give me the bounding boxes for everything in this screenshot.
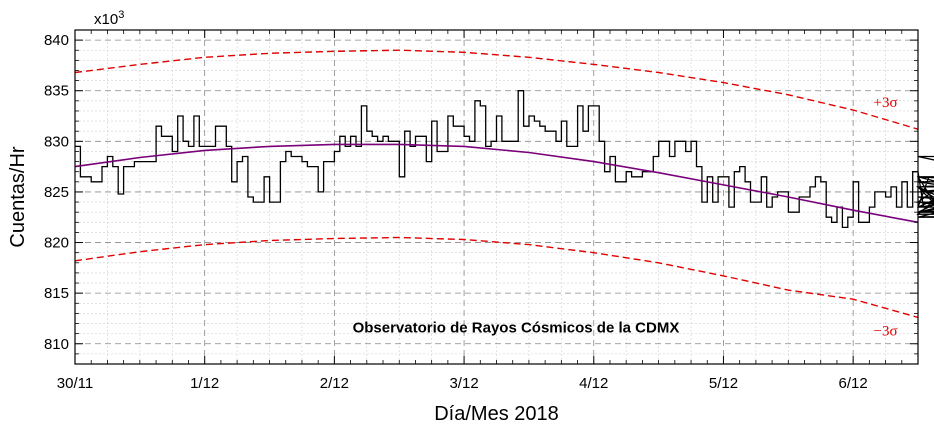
series-plus-3sigma-line <box>74 49 919 130</box>
x-tick-label: 1/12 <box>190 375 219 392</box>
series-layer <box>74 49 934 319</box>
y-multiplier-exponent: 3 <box>118 9 124 21</box>
plus-3sigma-label: +3σ <box>874 95 898 111</box>
x-tick-label: 30/11 <box>57 375 93 392</box>
plot-frame <box>74 29 919 365</box>
series-minus-3sigma-line <box>74 236 919 319</box>
minus-3sigma-label: −3σ <box>874 324 898 340</box>
y-tick-label: 825 <box>44 184 69 201</box>
series-counts-line <box>75 90 934 229</box>
y-tick-label: 830 <box>44 133 69 150</box>
x-tick-labels: 30/11 1/12 2/12 3/12 4/12 5/12 6/12 <box>57 375 868 392</box>
x-axis-label: Día/Mes 2018 <box>434 403 559 425</box>
x-tick-label: 3/12 <box>449 375 478 392</box>
y-tick-labels: 810 815 820 825 830 835 840 <box>44 32 69 353</box>
y-multiplier-label: x103 <box>94 9 124 28</box>
y-tick-label: 810 <box>44 336 69 353</box>
y-tick-label: 835 <box>44 83 69 100</box>
y-multiplier-base: x10 <box>94 11 118 28</box>
y-axis-label: Cuentas/Hr <box>7 146 29 247</box>
x-tick-label: 2/12 <box>320 375 349 392</box>
y-tick-label: 840 <box>44 32 69 49</box>
x-tick-label: 4/12 <box>579 375 608 392</box>
x-tick-label: 6/12 <box>839 375 868 392</box>
y-tick-label: 820 <box>44 235 69 252</box>
y-tick-label: 815 <box>44 285 69 302</box>
x-tick-label: 5/12 <box>709 375 738 392</box>
axis-ticks <box>74 29 919 365</box>
observatory-annotation: Observatorio de Rayos Cósmicos de la CDM… <box>353 320 680 337</box>
series-fit-line <box>74 143 919 224</box>
